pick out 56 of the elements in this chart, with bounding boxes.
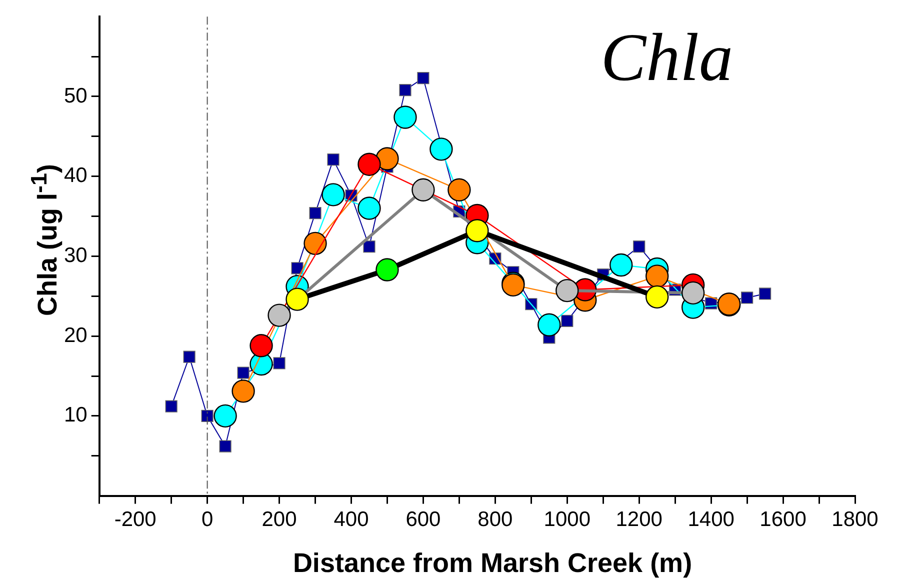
point <box>394 106 417 129</box>
point <box>561 314 574 327</box>
x-tick-label: 0 <box>201 508 214 532</box>
point <box>165 400 178 412</box>
point <box>417 72 430 84</box>
x-tick-label: -200 <box>114 508 156 532</box>
point <box>291 262 304 274</box>
point <box>681 281 705 305</box>
point <box>250 334 273 358</box>
y-tick-label: 50 <box>64 84 88 108</box>
point <box>268 304 291 327</box>
point <box>740 292 754 304</box>
point <box>309 207 322 220</box>
point <box>363 240 376 253</box>
x-tick-label: 200 <box>262 508 297 532</box>
point <box>358 196 381 220</box>
x-tick-label: 800 <box>478 508 513 532</box>
point <box>376 147 399 170</box>
point <box>645 264 669 288</box>
point <box>273 357 286 370</box>
point <box>214 404 237 428</box>
x-tick-label: 600 <box>406 508 441 532</box>
y-tick-label: 40 <box>64 164 88 188</box>
point <box>376 258 399 282</box>
x-tick-label: 1400 <box>688 508 734 532</box>
x-tick-label: 1800 <box>832 508 878 532</box>
point <box>556 278 579 302</box>
point <box>610 253 633 277</box>
point <box>412 178 435 202</box>
point <box>304 232 327 256</box>
x-tick-label: 1200 <box>616 508 662 532</box>
point <box>538 313 561 336</box>
point <box>232 380 255 403</box>
point <box>466 219 489 242</box>
point <box>183 350 196 363</box>
point <box>286 288 309 311</box>
y-tick-label: 30 <box>64 244 88 267</box>
point <box>633 240 646 253</box>
y-tick-label: 20 <box>64 324 88 347</box>
point <box>219 440 232 452</box>
point <box>237 366 250 379</box>
x-tick-label: 400 <box>334 508 369 532</box>
point <box>327 154 340 166</box>
point <box>645 285 669 309</box>
point <box>358 152 381 176</box>
x-tick-label: 1600 <box>760 508 806 532</box>
point <box>430 138 453 161</box>
x-tick-label: 1000 <box>544 508 590 532</box>
point <box>322 183 345 206</box>
point <box>201 410 214 422</box>
chart-title: Chla <box>600 18 733 97</box>
point <box>399 84 412 96</box>
y-tick-label: 10 <box>64 404 88 427</box>
x-axis-title: Distance from Marsh Creek (m) <box>292 548 694 579</box>
point <box>448 178 471 202</box>
point <box>758 288 772 300</box>
